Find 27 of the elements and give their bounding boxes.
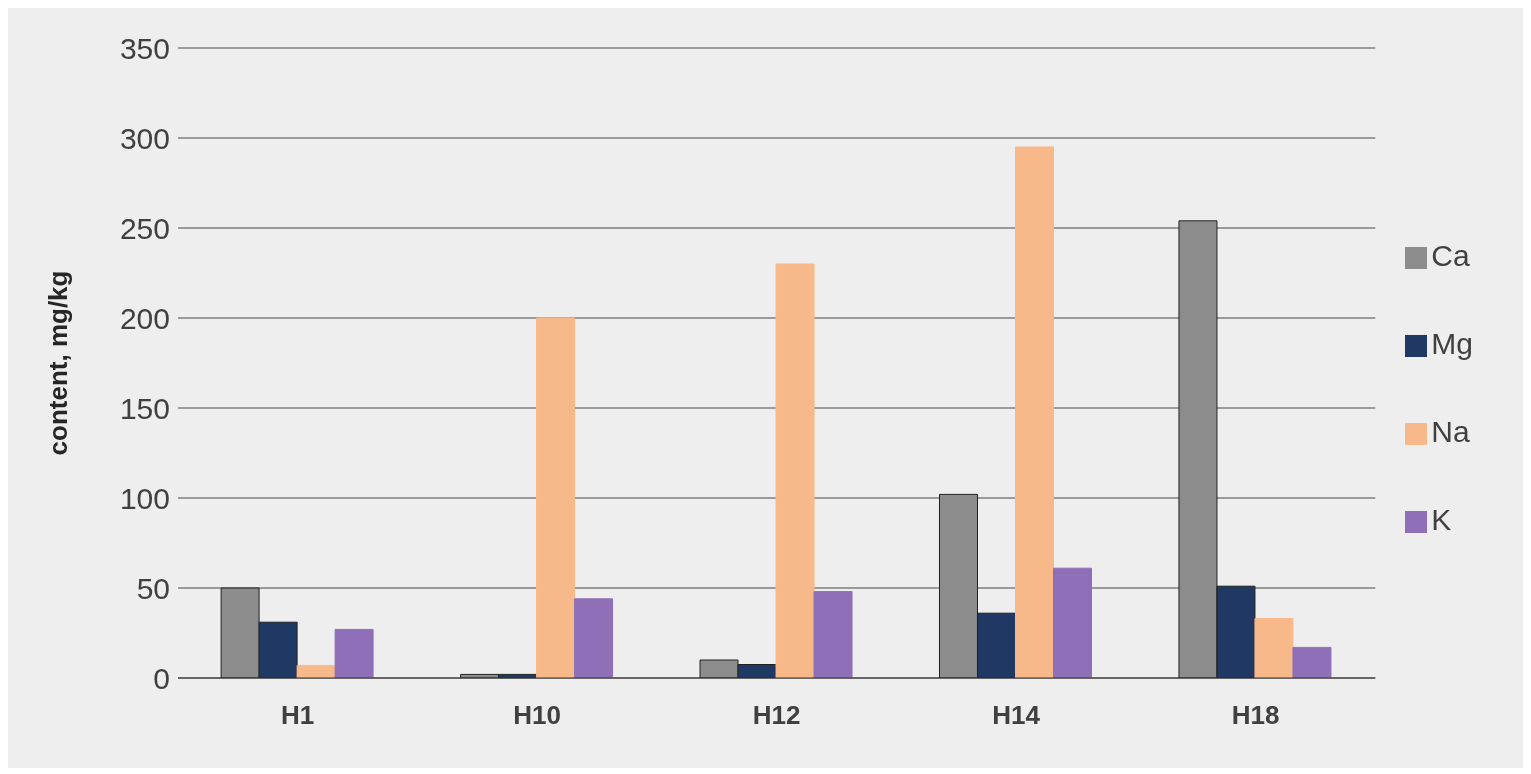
y-tick-label: 0 (153, 661, 170, 695)
bar (334, 628, 374, 678)
x-tick-label: H12 (752, 700, 801, 731)
x-tick-label: H10 (513, 700, 562, 731)
bar (813, 591, 853, 678)
y-tick-label: 50 (136, 571, 170, 605)
x-tick-label: H14 (992, 700, 1041, 731)
y-tick-label: 150 (119, 391, 170, 425)
y-axis-title: content, mg/kg (43, 270, 74, 456)
y-tick-label: 300 (119, 121, 170, 155)
bar (775, 263, 815, 678)
x-tick-label: H1 (281, 700, 315, 731)
bar (1292, 646, 1332, 678)
legend-label: K (1431, 503, 1452, 536)
bar (536, 317, 576, 678)
y-tick-label: 100 (119, 481, 170, 515)
bar (1014, 146, 1054, 678)
x-tick-label: H18 (1231, 700, 1280, 731)
y-tick-label: 200 (119, 301, 170, 335)
bar (574, 598, 614, 678)
bar (1052, 567, 1092, 678)
y-tick-label: 250 (119, 211, 170, 245)
y-tick-label: 350 (119, 31, 170, 65)
bar (1254, 618, 1294, 678)
legend-label: Ca (1431, 239, 1470, 272)
legend-label: Mg (1431, 327, 1473, 360)
legend-label: Na (1431, 415, 1470, 448)
